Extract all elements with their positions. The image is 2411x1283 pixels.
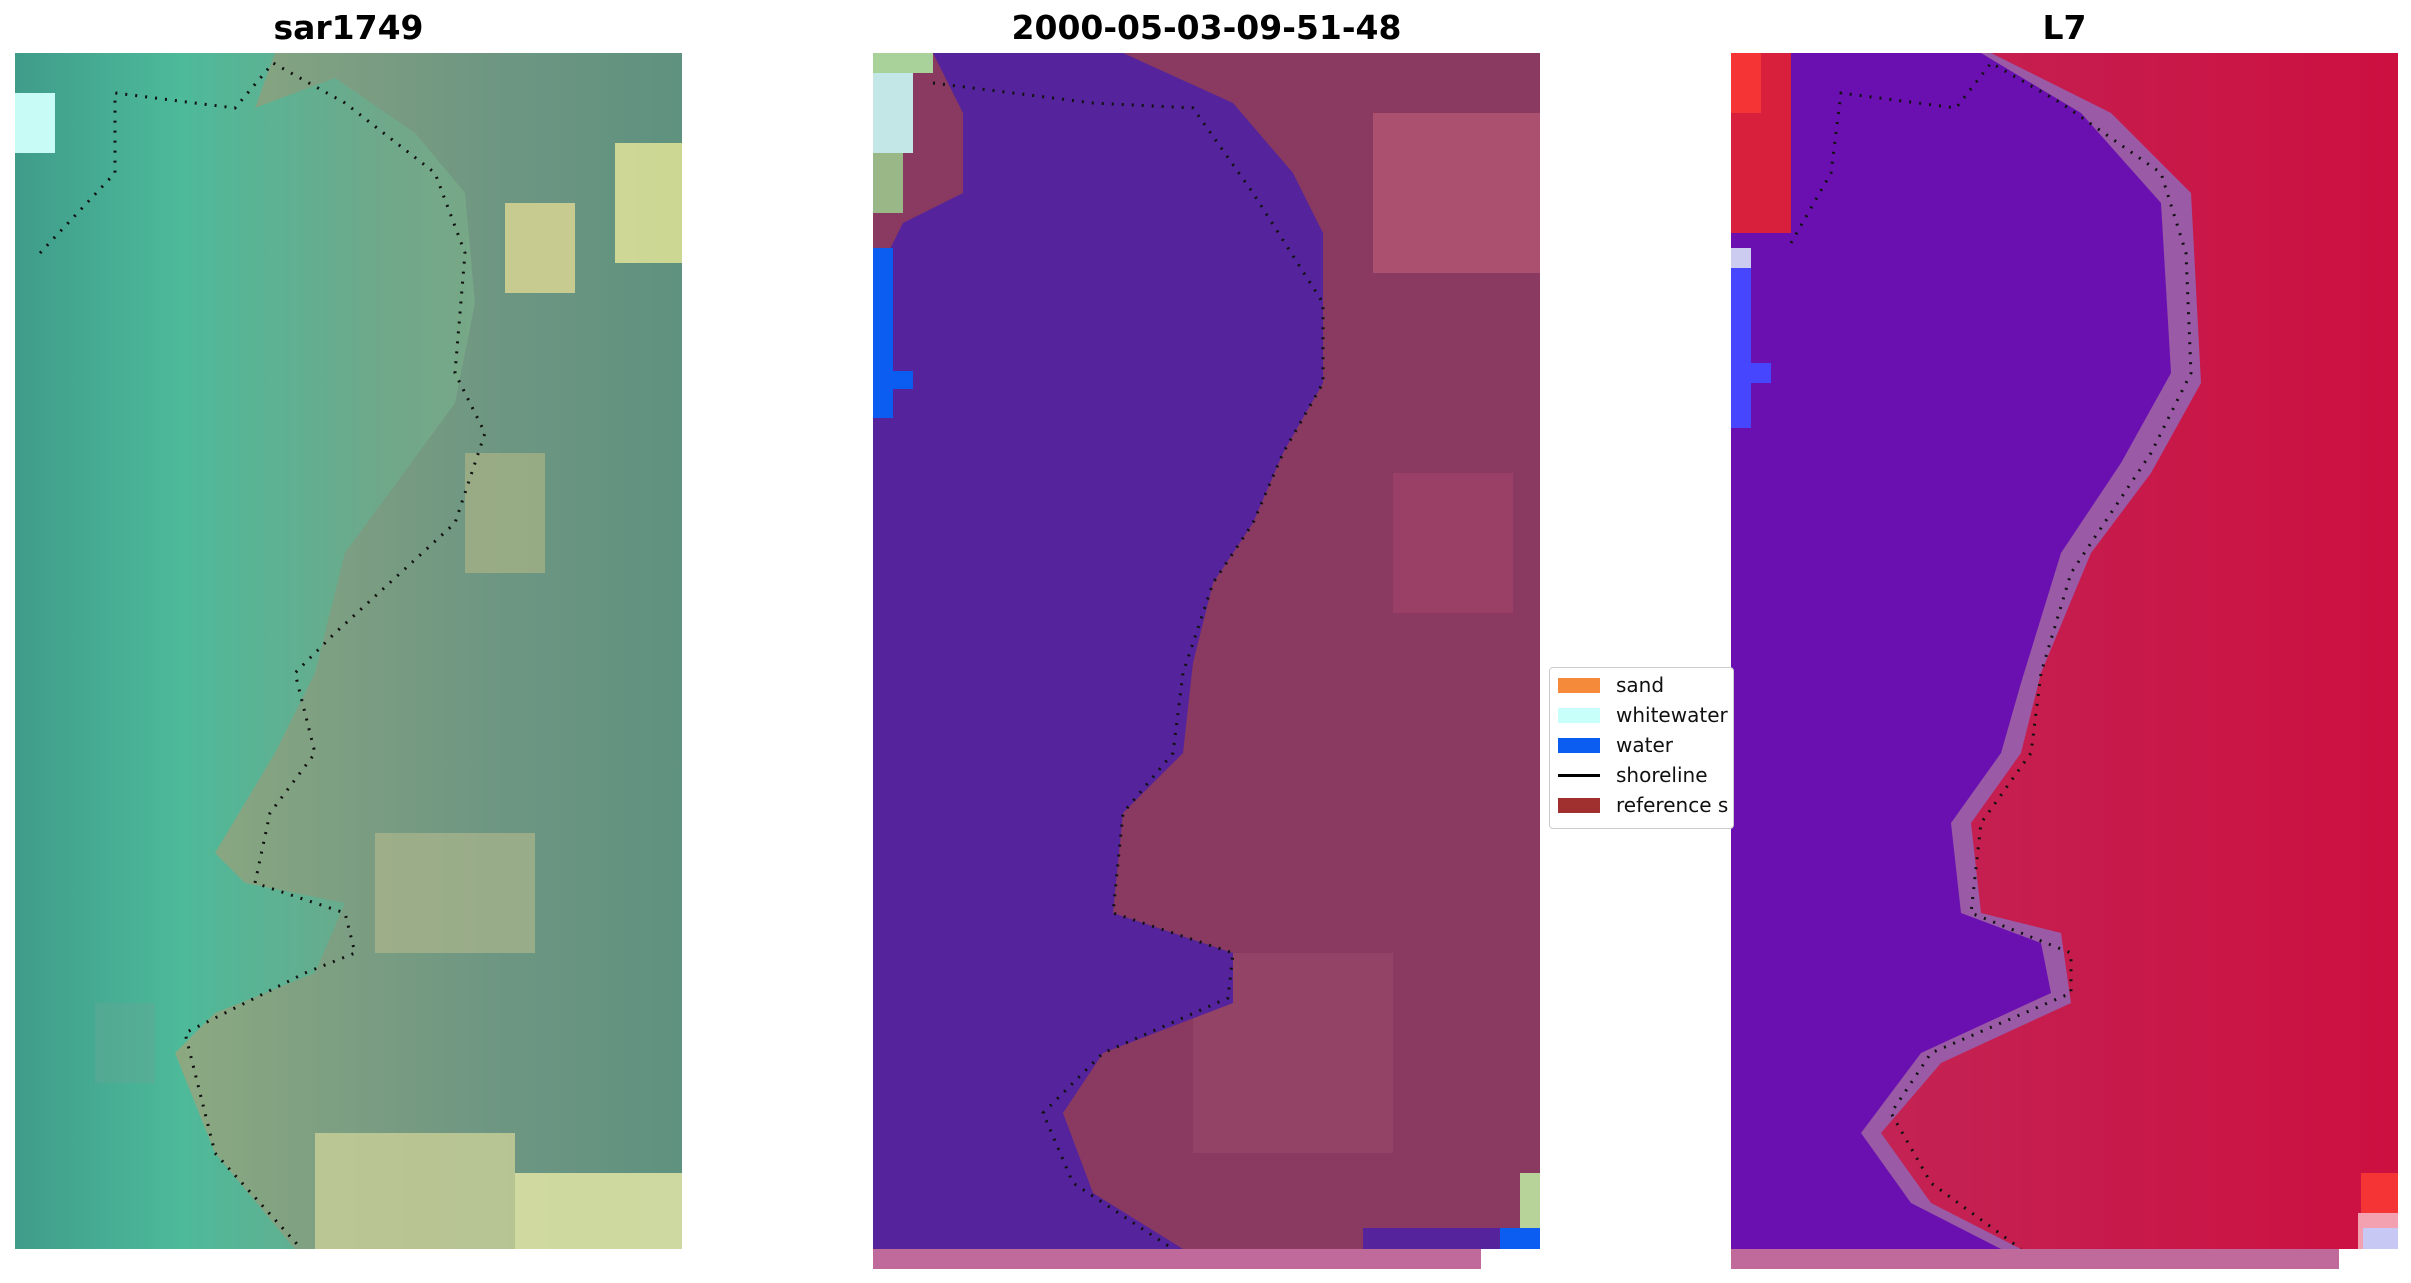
rgb-image-panel bbox=[15, 53, 682, 1249]
legend-item-whitewater: whitewater bbox=[1550, 700, 1733, 730]
legend-label-water: water bbox=[1616, 733, 1673, 757]
legend-item-shoreline: shoreline bbox=[1550, 760, 1733, 790]
panel-title-3: L7 bbox=[2042, 8, 2087, 47]
reference-swatch bbox=[1558, 798, 1600, 813]
strip-bar-3 bbox=[1731, 1249, 2339, 1269]
legend-item-sand: sand bbox=[1550, 670, 1733, 700]
legend-label-sand: sand bbox=[1616, 673, 1665, 697]
index-image-panel bbox=[1731, 53, 2398, 1249]
sand-swatch bbox=[1558, 678, 1600, 693]
legend-label-whitewater: whitewater bbox=[1616, 703, 1728, 727]
whitewater-swatch bbox=[1558, 708, 1600, 723]
legend-item-water: water bbox=[1550, 730, 1733, 760]
strip-bar-2 bbox=[873, 1249, 1481, 1269]
legend-item-reference: reference s bbox=[1550, 790, 1733, 820]
water-swatch bbox=[1558, 738, 1600, 753]
legend-label-reference: reference s bbox=[1616, 793, 1729, 817]
shoreline-line-swatch bbox=[1558, 774, 1600, 777]
classified-image bbox=[873, 53, 1540, 1249]
panel-title-1: sar1749 bbox=[273, 8, 424, 47]
panel-title-2: 2000-05-03-09-51-48 bbox=[1011, 8, 1402, 47]
rgb-image bbox=[15, 53, 682, 1249]
legend-label-shoreline: shoreline bbox=[1616, 763, 1708, 787]
classified-image-panel bbox=[873, 53, 1540, 1249]
index-image bbox=[1731, 53, 2398, 1249]
legend: sand whitewater water shoreline referenc… bbox=[1549, 667, 1734, 829]
shoreline-dots-1 bbox=[38, 61, 487, 1249]
